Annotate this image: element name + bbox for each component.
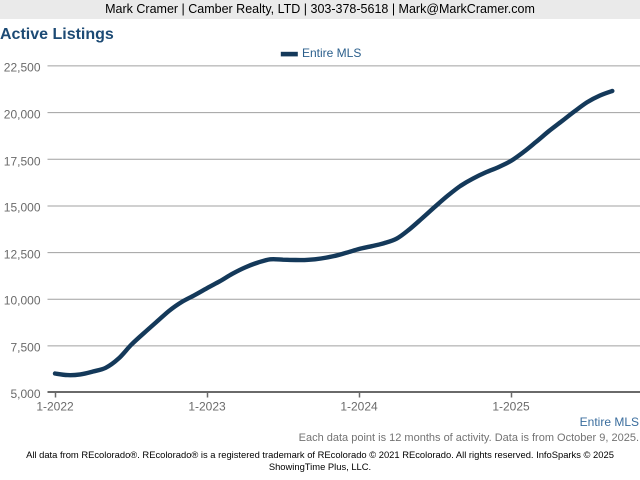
svg-text:5,000: 5,000: [10, 387, 40, 401]
svg-text:1-2023: 1-2023: [188, 400, 226, 414]
svg-text:7,500: 7,500: [10, 341, 40, 355]
svg-text:Entire MLS: Entire MLS: [302, 46, 361, 60]
svg-text:1-2022: 1-2022: [36, 400, 74, 414]
svg-text:10,000: 10,000: [4, 294, 41, 308]
svg-text:20,000: 20,000: [4, 108, 41, 122]
svg-text:17,500: 17,500: [4, 155, 41, 169]
svg-text:1-2024: 1-2024: [340, 400, 378, 414]
svg-text:15,000: 15,000: [4, 201, 41, 215]
svg-text:22,500: 22,500: [4, 61, 41, 75]
svg-text:12,500: 12,500: [4, 248, 41, 262]
svg-text:1-2025: 1-2025: [492, 400, 530, 414]
